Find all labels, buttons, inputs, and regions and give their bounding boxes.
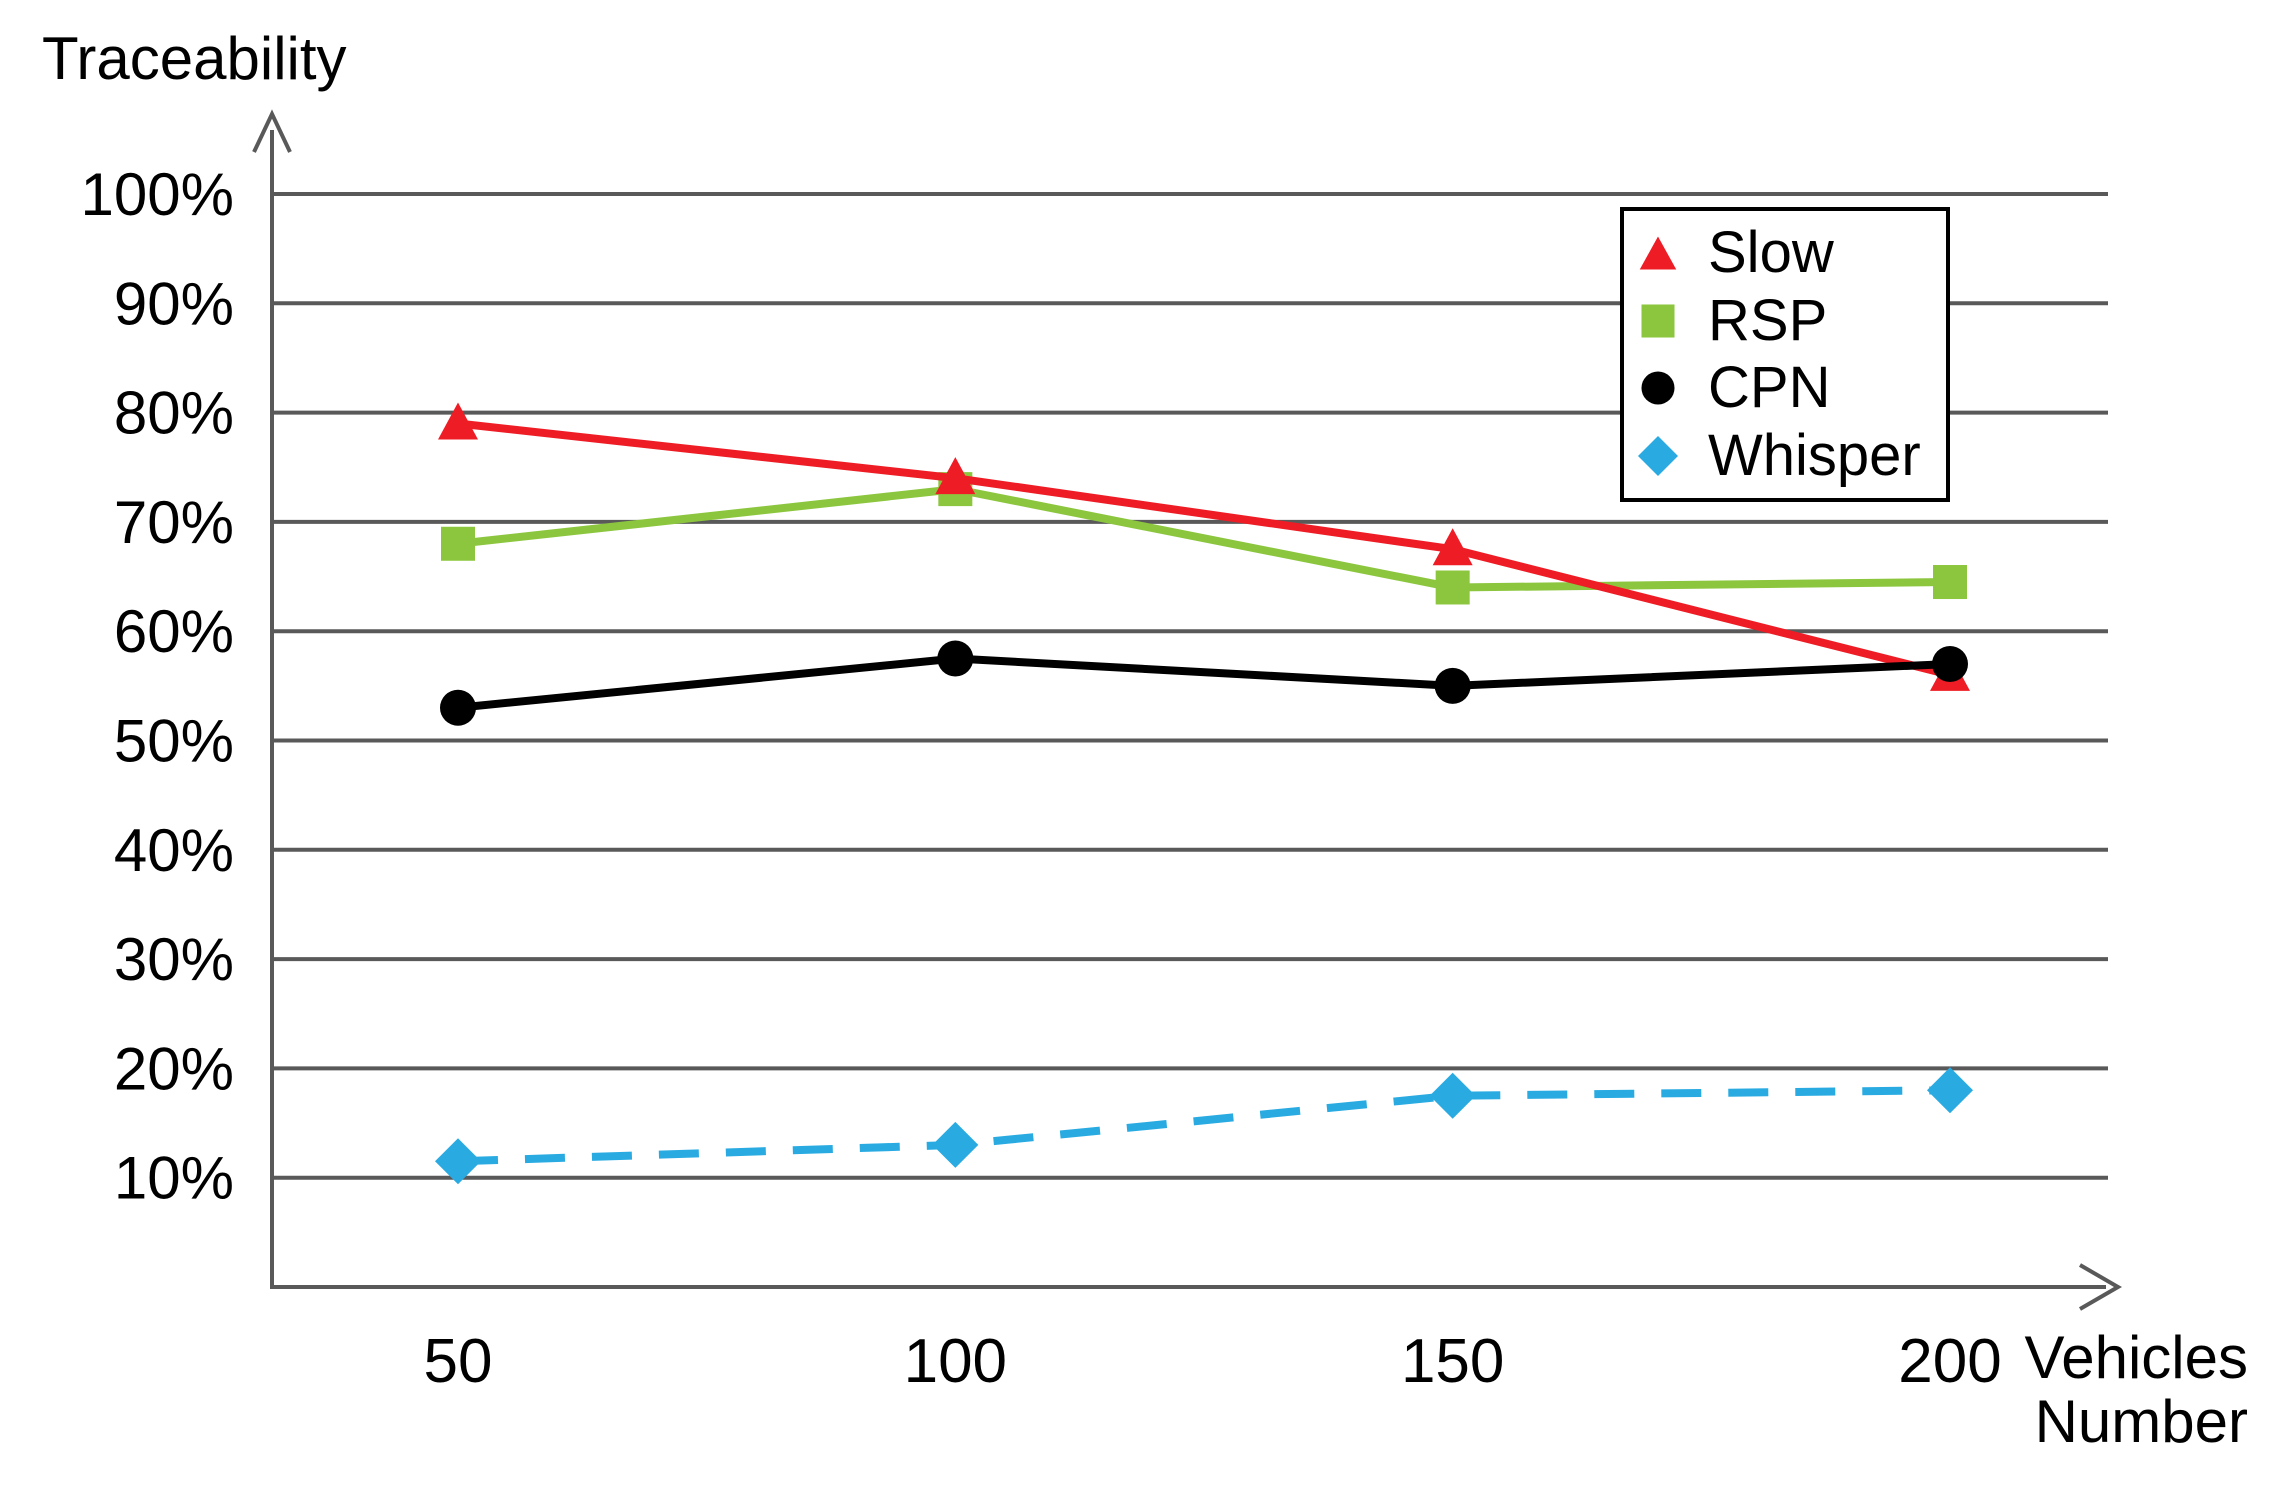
x-axis-title-line1: Vehicles (2024, 1324, 2248, 1391)
marker-square (441, 526, 475, 561)
marker-circle (1434, 667, 1471, 704)
y-tick-label: 50% (114, 708, 234, 775)
x-axis-arrow-icon (2078, 1263, 2122, 1311)
circle-marker-icon (1641, 371, 1675, 405)
marker-triangle (438, 402, 478, 440)
series-line-cpn (457, 654, 1951, 712)
marker-triangle (1432, 528, 1473, 566)
marker-circle (937, 640, 974, 677)
legend: Slow RSP CPN Whisper (1620, 207, 1950, 502)
marker-diamond (932, 1121, 979, 1168)
series-line-whisper (457, 1086, 1951, 1166)
y-tick-label: 100% (81, 161, 234, 228)
x-tick-label: 200 (1898, 1327, 2001, 1396)
marker-square (1933, 565, 1967, 600)
legend-item-cpn: CPN (1638, 356, 1946, 420)
marker-triangle (935, 457, 976, 495)
x-tick-label: 150 (1401, 1327, 1504, 1396)
y-tick-label: 60% (114, 598, 234, 665)
y-axis-title: Traceability (42, 25, 347, 92)
y-tick-label: 70% (114, 489, 234, 556)
series-line-rsp (457, 485, 1951, 592)
legend-item-whisper: Whisper (1638, 424, 1946, 488)
series-line-slow (457, 419, 1951, 679)
marker-circle (440, 689, 476, 726)
legend-item-slow: Slow (1638, 221, 1946, 285)
x-tick-label: 100 (904, 1327, 1007, 1396)
y-tick-label: 40% (114, 817, 234, 884)
y-tick-label: 30% (114, 926, 234, 993)
marker-square (1435, 570, 1470, 605)
legend-label-cpn: CPN (1708, 355, 1831, 421)
legend-label-rsp: RSP (1708, 287, 1828, 353)
y-tick-label: 80% (114, 380, 234, 447)
legend-label-whisper: Whisper (1708, 423, 1921, 489)
marker-diamond (435, 1138, 481, 1185)
x-tick-label: 50 (424, 1327, 493, 1396)
y-axis-arrow-icon (252, 109, 292, 153)
diamond-marker-icon (1638, 436, 1678, 477)
square-marker-icon (1641, 304, 1675, 338)
legend-label-slow: Slow (1708, 219, 1834, 285)
legend-item-rsp: RSP (1638, 289, 1946, 353)
x-axis-title: Vehicles Number (1986, 1326, 2248, 1454)
y-tick-label: 20% (114, 1035, 234, 1102)
marker-circle (1932, 645, 1968, 682)
triangle-marker-icon (1639, 236, 1677, 270)
y-tick-label: 10% (114, 1145, 234, 1212)
y-tick-label: 90% (114, 270, 234, 337)
x-axis-title-line2: Number (2034, 1388, 2248, 1455)
marker-diamond (1429, 1072, 1476, 1119)
marker-diamond (1927, 1067, 1973, 1114)
